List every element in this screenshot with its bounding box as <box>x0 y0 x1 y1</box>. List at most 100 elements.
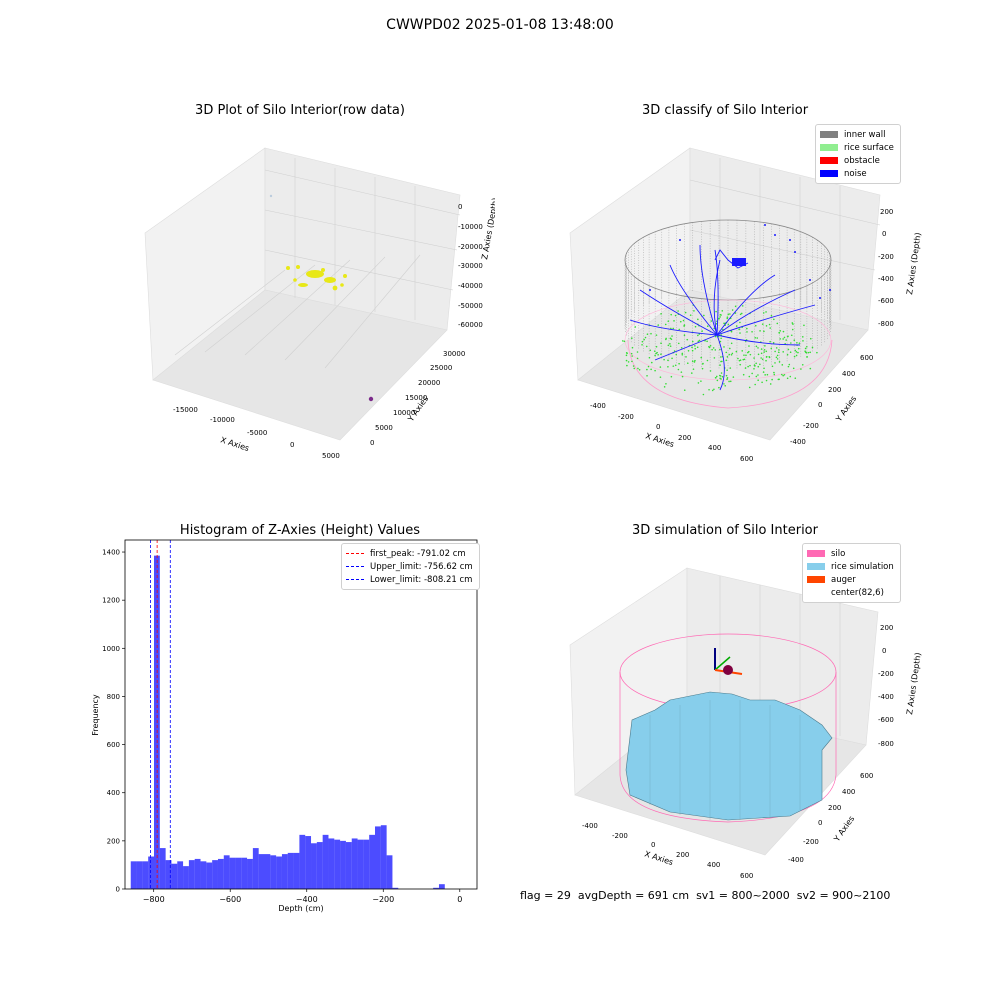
legend-item-auger: auger <box>807 573 894 586</box>
svg-text:0: 0 <box>882 647 886 655</box>
rice-surface-point <box>720 378 722 380</box>
panel3-histogram: −800 −600 −400 −200 0 0 200 400 600 800 1000 1200 1… <box>91 539 478 913</box>
rice-surface-point <box>659 376 662 378</box>
rice-surface-point <box>674 364 677 367</box>
rice-surface-point <box>816 351 818 354</box>
histogram-bar <box>386 855 393 889</box>
x-tick-label: −400 <box>296 895 318 904</box>
rice-surface-point <box>779 330 782 332</box>
rice-surface-point <box>748 375 751 378</box>
legend-label: first_peak: -791.02 cm <box>370 548 466 559</box>
svg-text:-400: -400 <box>788 856 804 864</box>
status-sv1: sv1 = 800~2000 <box>696 889 790 902</box>
rice-surface-point <box>765 379 768 382</box>
svg-text:-400: -400 <box>582 822 598 830</box>
rice-surface-point <box>727 313 730 316</box>
rice-surface-point <box>694 359 696 362</box>
y-tick-label: 800 <box>107 693 120 701</box>
svg-text:-30000: -30000 <box>458 262 483 270</box>
rice-surface-point <box>763 367 765 370</box>
rice-surface-point <box>803 324 805 327</box>
rice-surface-point <box>765 311 767 313</box>
rice-surface-point <box>756 337 759 339</box>
y-tick-label: 1200 <box>102 597 120 605</box>
rice-surface-point <box>769 327 771 329</box>
histogram-bar <box>188 860 195 889</box>
legend-item-lower-limit: Lower_limit: -808.21 cm <box>346 573 473 586</box>
rice-surface-point <box>754 336 757 339</box>
rice-surface-point <box>782 374 784 377</box>
rice-surface-point <box>798 342 801 345</box>
rice-surface-point <box>755 362 757 365</box>
figure-title: CWWPD02 2025-01-08 13:48:00 <box>386 17 614 33</box>
rice-surface-point <box>657 324 660 326</box>
panel2-legend: inner wall rice surface obstacle noise <box>815 124 901 184</box>
x-tick-label: −800 <box>143 895 165 904</box>
histogram-bar <box>374 826 381 889</box>
rice-surface-point <box>709 370 712 372</box>
rice-surface-point <box>631 337 633 340</box>
rice-surface-point <box>703 314 705 317</box>
histogram-bar <box>334 839 341 889</box>
rice-surface-point <box>690 372 693 374</box>
rice-surface-point <box>747 350 750 353</box>
y-tick-label: 0 <box>116 886 120 894</box>
rice-surface-point <box>729 380 732 383</box>
svg-text:-50000: -50000 <box>458 302 483 310</box>
svg-text:0: 0 <box>651 841 655 849</box>
rice-surface-point <box>715 375 718 378</box>
rice-surface-point <box>769 340 771 343</box>
legend-label: center(82,6) <box>831 587 884 598</box>
status-sv2: sv2 = 900~2100 <box>796 889 891 902</box>
rice-surface-point <box>793 339 796 342</box>
rice-surface-point <box>691 349 694 352</box>
rice-surface-point <box>728 380 730 383</box>
rice-surface-point <box>786 353 789 356</box>
rice-surface-point <box>683 389 686 392</box>
rice-surface-point <box>763 349 766 351</box>
panel4-ylabel: Y Axies <box>832 814 857 844</box>
rice-surface-point <box>701 330 703 332</box>
rice-surface-point <box>693 361 696 363</box>
rice-surface-point <box>724 385 727 387</box>
rice-surface-point <box>715 310 717 313</box>
legend-item-obstacle: obstacle <box>820 154 894 167</box>
rice-surface-point <box>728 353 731 356</box>
rice-surface-point <box>697 340 700 343</box>
histogram-bar <box>322 834 329 889</box>
svg-text:-200: -200 <box>878 670 894 678</box>
rice-surface-point <box>718 317 720 320</box>
rice-surface-point <box>743 354 745 356</box>
rice-surface-point <box>759 363 761 366</box>
rice-surface-point <box>719 364 721 366</box>
rice-surface-point <box>634 326 637 328</box>
rice-surface-point <box>630 352 633 355</box>
histogram-bar <box>270 855 277 889</box>
rice-surface-point <box>748 345 750 347</box>
rice-surface-point <box>706 359 709 362</box>
rice-surface-point <box>789 375 792 378</box>
rice-surface-point <box>650 332 652 335</box>
rice-surface-point <box>689 314 692 316</box>
rice-surface-point <box>708 346 711 349</box>
rice-surface-point <box>776 358 779 360</box>
rice-surface-point <box>757 374 759 376</box>
rice-surface-point <box>735 325 738 327</box>
rice-surface-point <box>691 340 694 343</box>
rice-surface-point <box>786 335 789 338</box>
svg-text:-400: -400 <box>790 438 806 446</box>
y-tick-label: 600 <box>107 741 120 749</box>
rice-surface-point <box>770 314 773 317</box>
rice-surface-point <box>730 342 733 345</box>
legend-label: silo <box>831 548 846 559</box>
rice-surface-point <box>712 347 715 349</box>
rice-surface-point <box>632 365 635 367</box>
rice-surface-point <box>811 346 814 349</box>
rice-surface-point <box>660 342 662 344</box>
rice-surface-point <box>809 337 812 340</box>
legend-label: Upper_limit: -756.62 cm <box>370 561 473 572</box>
rice-surface-point <box>677 368 680 371</box>
rice-surface-point <box>778 361 781 363</box>
rice-surface-point <box>773 318 775 321</box>
rice-surface-point <box>646 368 648 371</box>
